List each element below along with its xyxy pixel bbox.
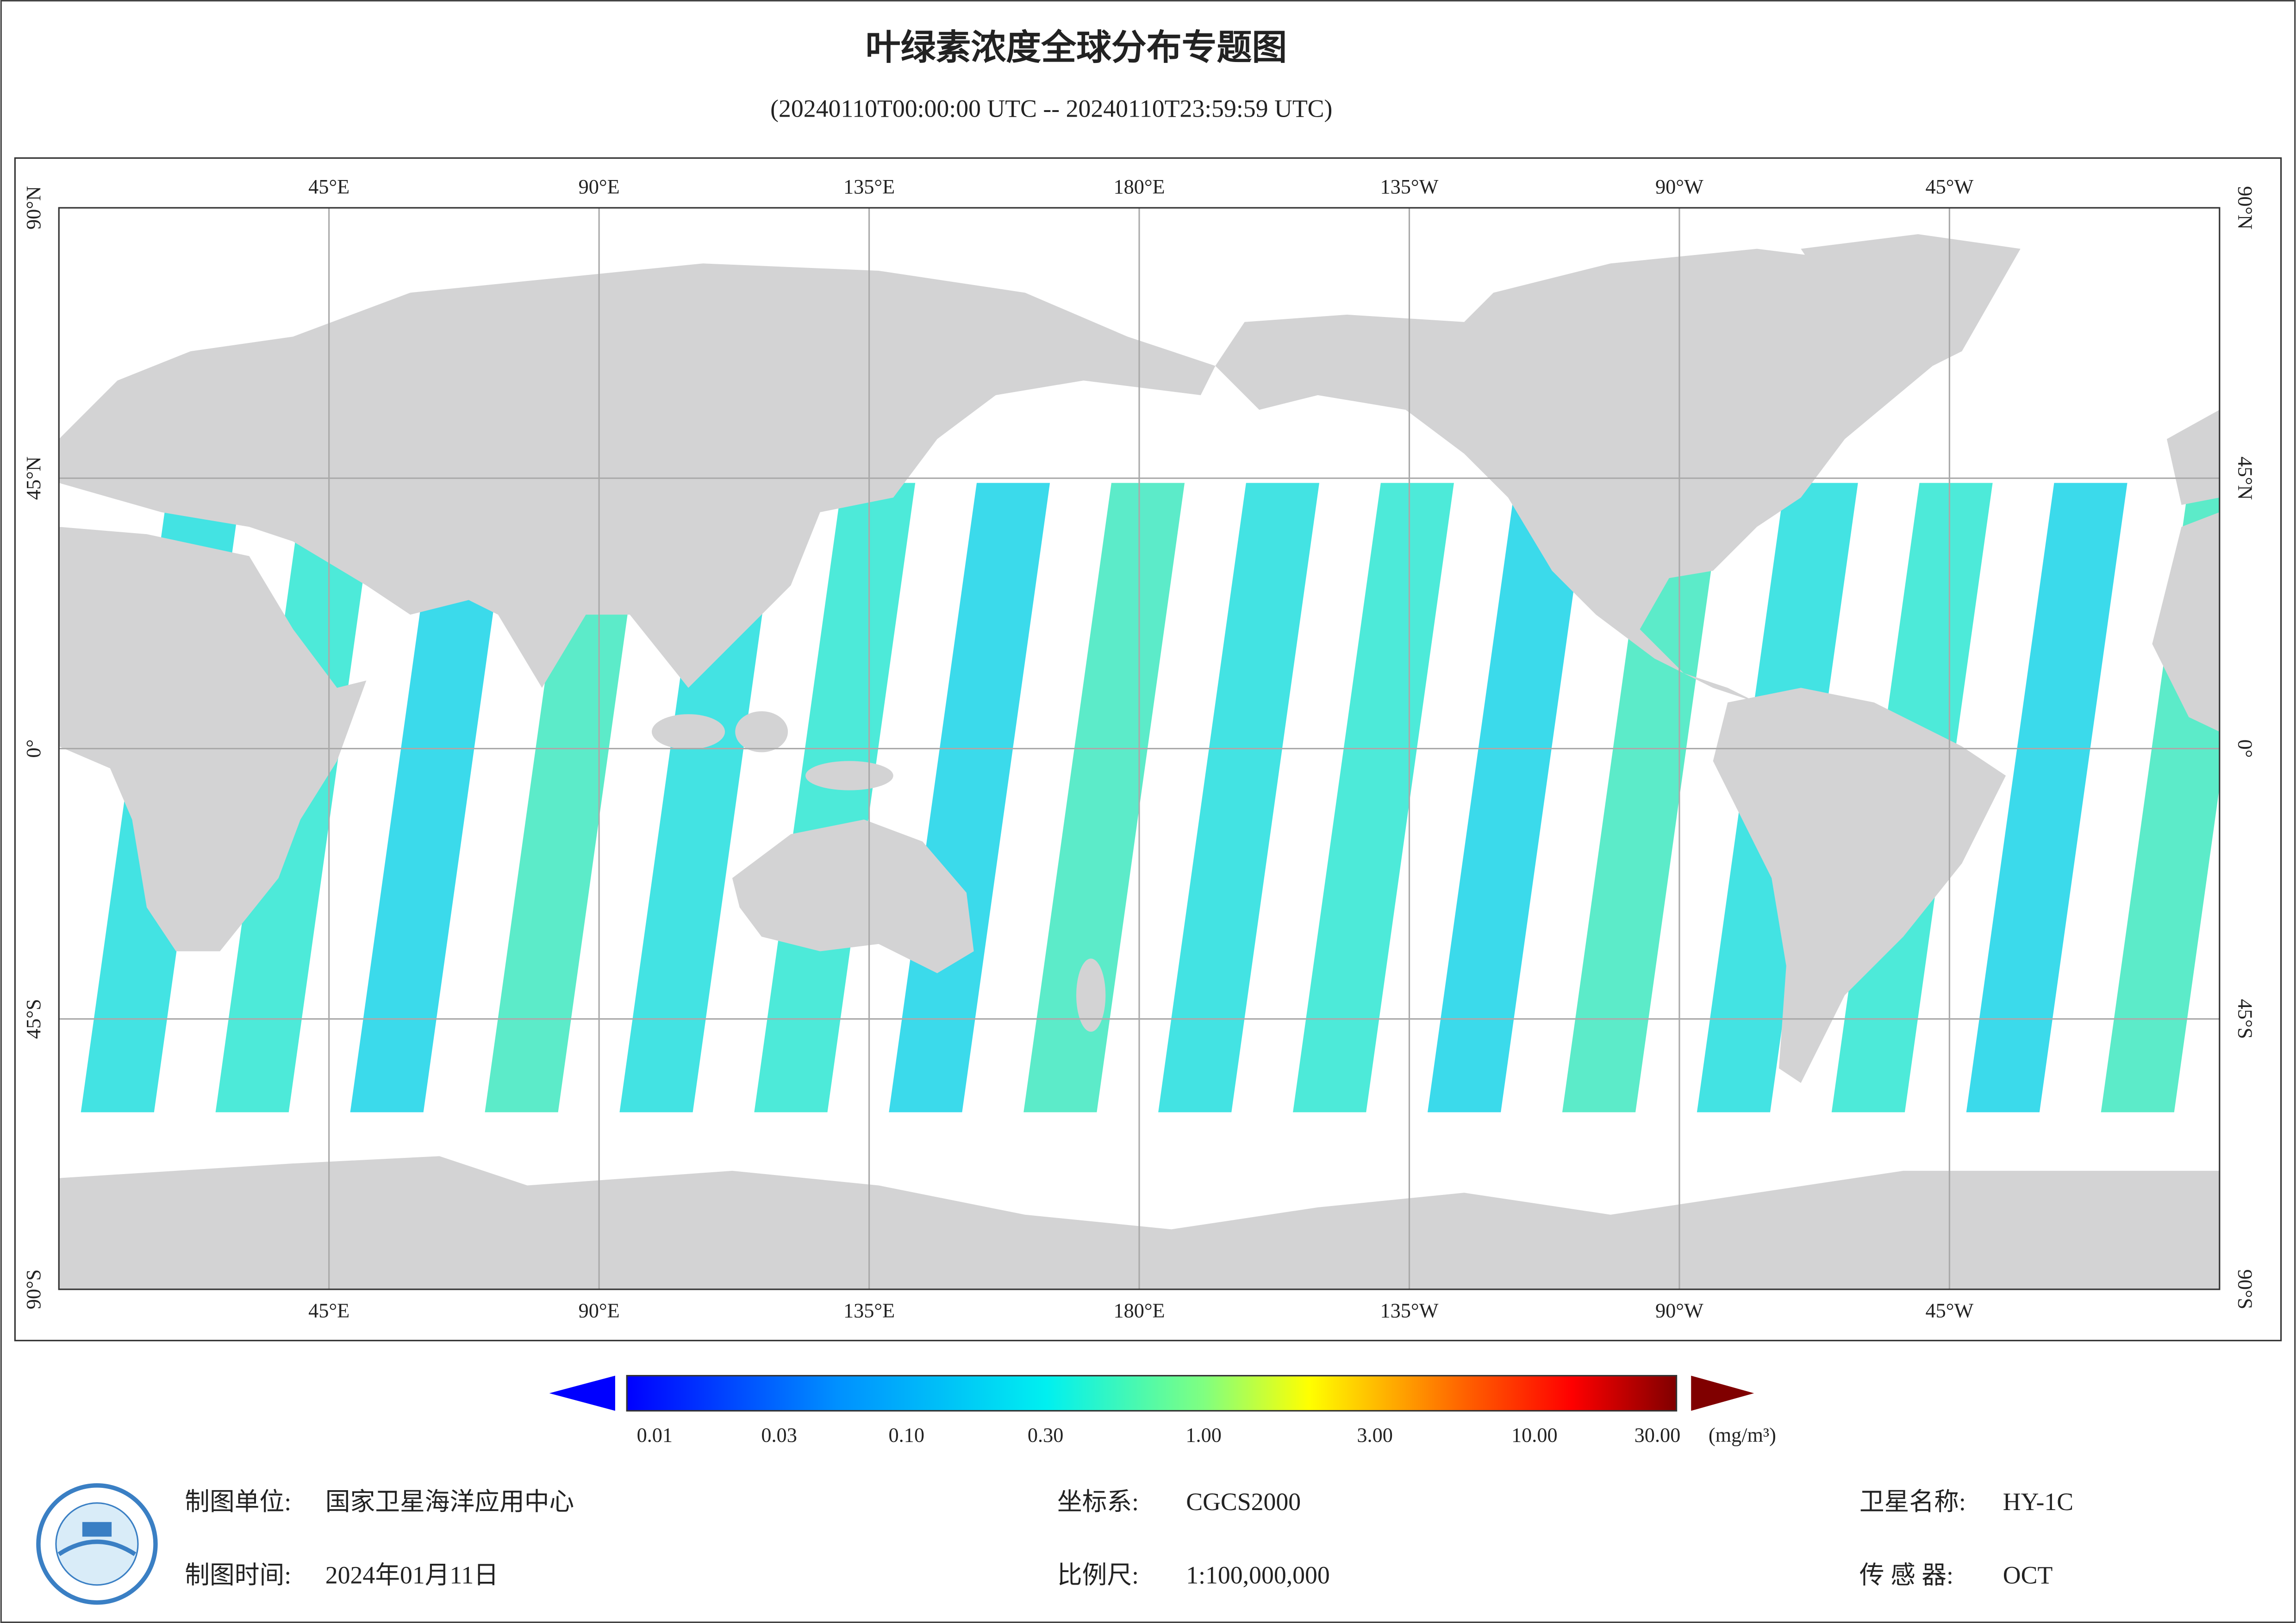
logo	[36, 1483, 158, 1605]
colorbar	[626, 1374, 1678, 1412]
colorbar-tick-label: 30.00	[1635, 1424, 1681, 1447]
lon-label-top: 90°E	[579, 175, 620, 198]
lat-label-left: 90°N	[22, 186, 45, 230]
lon-label-bottom: 180°E	[1113, 1300, 1165, 1322]
crs-label: 坐标系:	[1057, 1488, 1139, 1516]
satellite-label: 卫星名称:	[1859, 1488, 1966, 1516]
map-frame	[14, 157, 2282, 1342]
map	[59, 208, 2220, 1289]
lon-label-bottom: 90°E	[579, 1300, 620, 1322]
swath	[1023, 483, 1185, 1113]
colorbar-tick-label: 3.00	[1357, 1424, 1392, 1447]
satellite: HY-1C	[2003, 1488, 2073, 1516]
lon-label-top: 180°E	[1113, 175, 1165, 198]
title: 叶绿素浓度全球分布专题图	[866, 27, 1287, 68]
sensor: OCT	[2003, 1561, 2053, 1589]
graticule	[59, 208, 2220, 1289]
producer: 国家卫星海洋应用中心	[325, 1488, 574, 1516]
swath	[1966, 483, 2128, 1113]
swath	[619, 483, 781, 1113]
swath	[1293, 483, 1454, 1113]
colorbar-tick-label: 1.00	[1185, 1424, 1221, 1447]
lon-label-bottom: 135°W	[1380, 1300, 1439, 1322]
lon-label-bottom: 135°E	[843, 1300, 895, 1322]
colorbar-tick-label: 0.01	[637, 1424, 673, 1447]
lon-label-bottom: 45°E	[308, 1300, 349, 1322]
lat-label-left: 45°S	[22, 999, 45, 1039]
colorbar-tick-label: 0.03	[761, 1424, 797, 1447]
lat-label-right: 90°S	[2234, 1269, 2256, 1310]
swath	[350, 483, 512, 1113]
map-border	[58, 207, 2221, 1290]
lat-label-right: 90°N	[2234, 186, 2256, 230]
lat-label-left: 90°S	[22, 1269, 45, 1310]
subtitle: (20240110T00:00:00 UTC -- 20240110T23:59…	[770, 95, 1332, 123]
swath	[754, 483, 916, 1113]
lat-label-right: 0°	[2234, 740, 2256, 758]
lon-label-bottom: 90°W	[1655, 1300, 1703, 1322]
date-label: 制图时间:	[185, 1561, 291, 1589]
sensor-label: 传 感 器:	[1859, 1561, 1953, 1589]
swath	[1158, 483, 1319, 1113]
lat-label-right: 45°N	[2234, 456, 2256, 500]
lon-label-top: 135°E	[843, 175, 895, 198]
date: 2024年01月11日	[325, 1561, 499, 1589]
colorbar-tick-label: 0.30	[1028, 1424, 1063, 1447]
swath	[1562, 483, 1723, 1113]
scale-label: 比例尺:	[1057, 1561, 1139, 1589]
swath	[1428, 483, 1589, 1113]
colorbar-tick-label: 10.00	[1511, 1424, 1558, 1447]
lon-label-top: 45°E	[308, 175, 349, 198]
lon-label-top: 135°W	[1380, 175, 1439, 198]
colorbar-tick-label: 0.10	[888, 1424, 924, 1447]
lat-label-left: 0°	[22, 740, 45, 758]
colorbar-high-arrow	[1691, 1375, 1754, 1411]
lat-label-right: 45°S	[2234, 999, 2256, 1039]
scale: 1:100,000,000	[1186, 1561, 1330, 1589]
lon-label-bottom: 45°W	[1925, 1300, 1973, 1322]
lat-label-left: 45°N	[22, 456, 45, 500]
colorbar-low-arrow	[549, 1375, 615, 1411]
lon-label-top: 90°W	[1655, 175, 1703, 198]
lon-label-top: 45°W	[1925, 175, 1973, 198]
producer-label: 制图单位:	[185, 1488, 291, 1516]
colorbar-unit: (mg/m³)	[1709, 1424, 1776, 1447]
crs: CGCS2000	[1186, 1488, 1301, 1516]
swath	[485, 483, 646, 1113]
